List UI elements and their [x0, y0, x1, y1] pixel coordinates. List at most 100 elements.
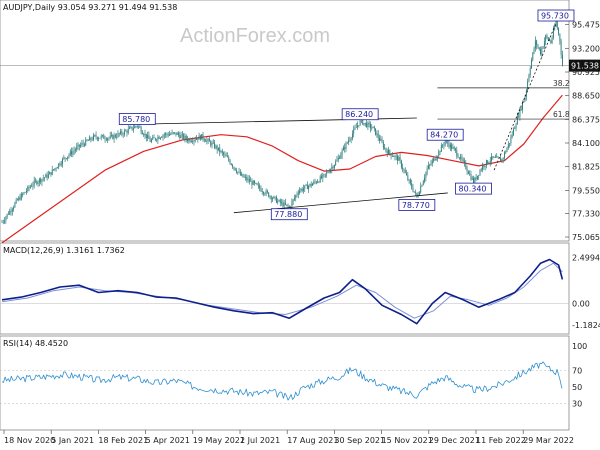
candle-body — [448, 143, 450, 148]
candle-body — [515, 124, 517, 129]
candle-body — [273, 196, 275, 199]
candle-body — [255, 183, 257, 184]
candle-body — [50, 172, 52, 175]
candle-body — [503, 152, 505, 158]
candle-body — [160, 137, 161, 139]
candle-body — [166, 133, 168, 135]
candle-body — [248, 178, 250, 182]
candle-body — [210, 141, 212, 146]
candle-body — [409, 179, 411, 184]
candle-body — [150, 139, 152, 142]
candle-body — [129, 127, 130, 129]
candle-body — [462, 159, 464, 161]
candle-body — [205, 140, 207, 142]
rally-dashed-line — [493, 23, 557, 171]
candle-body — [201, 134, 203, 140]
candle-body — [426, 168, 428, 173]
candle-body — [60, 163, 62, 165]
candle-body — [377, 133, 379, 138]
candle-body — [131, 126, 133, 130]
candle-body — [484, 165, 486, 167]
candle-body — [400, 160, 402, 168]
candle-body — [82, 143, 84, 145]
candle-body — [219, 147, 221, 153]
candle-body — [193, 139, 195, 142]
candle-body — [435, 158, 437, 161]
candle-body — [339, 157, 340, 159]
candle-body — [174, 132, 176, 134]
fib-level-label: 38.2 — [553, 79, 570, 88]
candle-body — [341, 150, 343, 156]
candle-body — [31, 186, 33, 187]
candle-body — [181, 134, 183, 136]
candle-body — [304, 185, 306, 189]
candle-body — [379, 137, 380, 141]
candle-body — [257, 184, 259, 186]
candle-body — [17, 199, 18, 201]
candles — [1, 19, 563, 225]
level-labels: 38.2 61.8 91.538 85.780 86.240 84.270 77.880 78… — [118, 9, 600, 221]
x-tick-label: 5 Jan 2021 — [51, 436, 94, 445]
candle-body — [53, 169, 54, 170]
candle-body — [172, 132, 174, 134]
watermark: ActionForex.com — [180, 25, 330, 47]
candle-body — [7, 213, 9, 215]
candle-body — [482, 165, 483, 170]
candle-body — [359, 119, 361, 126]
candle-body — [474, 177, 476, 184]
candle-body — [123, 130, 125, 135]
candle-body — [55, 168, 57, 169]
level-box — [398, 199, 436, 211]
grid-lines — [565, 24, 569, 238]
candle-body — [395, 155, 397, 157]
candle-body — [288, 206, 290, 208]
rsi-line — [1, 361, 563, 401]
candle-body — [318, 181, 320, 183]
candle-body — [453, 147, 455, 149]
candle-body — [367, 122, 369, 127]
candle-body — [358, 125, 360, 126]
candle-body — [27, 186, 29, 191]
candle-body — [223, 152, 225, 155]
price-panel — [0, 0, 570, 242]
candle-body — [425, 172, 427, 178]
candle-body — [440, 145, 442, 152]
candle-body — [333, 165, 335, 168]
candle-body — [40, 178, 42, 182]
level-label: 95.730 — [541, 12, 569, 21]
candle-body — [256, 183, 258, 185]
candle-body — [411, 183, 413, 188]
candle-body — [291, 201, 293, 207]
x-tick-label: 18 Nov 2020 — [4, 436, 55, 445]
price-header: AUDJPY,Daily 93.054 93.271 91.494 91.538 — [3, 3, 177, 12]
candle-body — [452, 147, 454, 149]
candle-body — [297, 192, 299, 195]
candle-body — [301, 188, 303, 191]
candle-body — [152, 137, 154, 140]
x-tick-label: 29 Dec 2021 — [429, 436, 480, 445]
candle-body — [109, 135, 111, 138]
candle-body — [102, 135, 103, 136]
candle-body — [77, 144, 79, 147]
candle-body — [112, 134, 114, 139]
candle-body — [507, 144, 509, 148]
candle-body — [44, 177, 45, 179]
candle-body — [431, 160, 433, 164]
candle-body — [357, 125, 359, 128]
candle-body — [292, 199, 294, 202]
candle-body — [443, 144, 445, 146]
candle-body — [533, 48, 535, 53]
candle-body — [130, 126, 132, 128]
candle-body — [337, 157, 339, 160]
candle-body — [165, 133, 167, 135]
candle-body — [368, 122, 370, 125]
candle-body — [214, 142, 216, 148]
candle-body — [416, 192, 418, 197]
candle-body — [524, 96, 526, 101]
candle-body — [527, 81, 529, 90]
candle-body — [78, 144, 80, 147]
candle-body — [399, 157, 401, 161]
candle-body — [9, 210, 11, 215]
candle-body — [32, 184, 34, 187]
candle-body — [206, 140, 208, 142]
